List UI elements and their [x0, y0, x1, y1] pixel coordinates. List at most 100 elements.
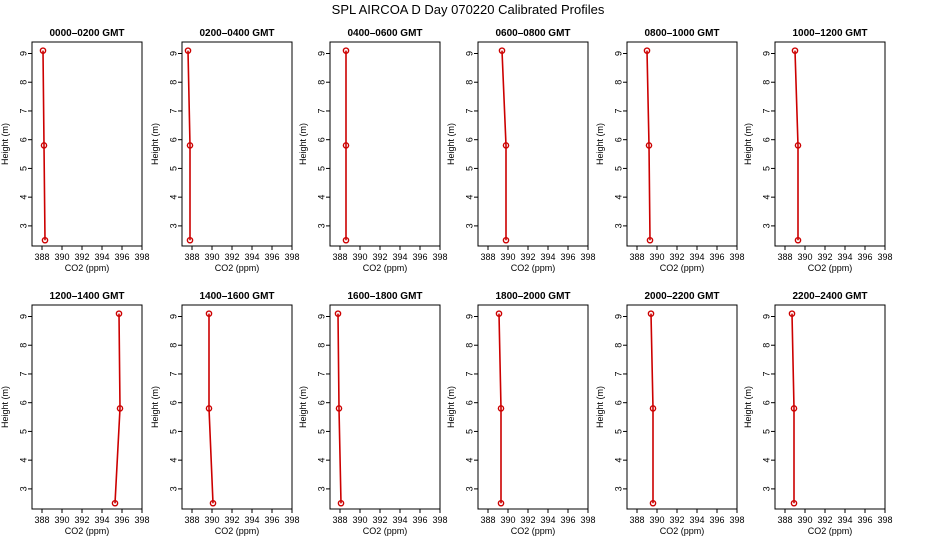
y-tick-label: 7 [465, 108, 475, 113]
x-tick-label: 388 [184, 252, 199, 262]
x-axis-label: CO2 (ppm) [363, 526, 408, 536]
y-axis-label: Height (m) [595, 386, 605, 428]
x-tick-label: 396 [114, 252, 129, 262]
y-tick-label: 4 [317, 458, 327, 463]
y-tick-label: 4 [614, 458, 624, 463]
panel-12: 2200–2400 GMT 388 390 392 394 396 398 3 4 5 6 7 8 9 CO… [743, 291, 893, 536]
panel-4: 0600–0800 GMT 388 390 392 394 396 398 3 4 5 6 7 8 9 CO… [446, 28, 596, 273]
y-axis-label: Height (m) [743, 123, 753, 165]
y-tick-label: 7 [169, 108, 179, 113]
y-tick-label: 8 [169, 343, 179, 348]
panel-1: 0000–0200 GMT 388 390 392 394 396 398 3 4 5 6 7 8 9 CO… [0, 28, 150, 273]
y-tick-label: 6 [614, 400, 624, 405]
y-tick-label: 6 [317, 137, 327, 142]
x-tick-label: 392 [372, 515, 387, 525]
y-tick-label: 4 [169, 458, 179, 463]
y-tick-label: 7 [762, 371, 772, 376]
y-axis-label: Height (m) [0, 123, 10, 165]
x-tick-label: 396 [857, 515, 872, 525]
x-axis-label: CO2 (ppm) [660, 263, 705, 273]
x-axis-label: CO2 (ppm) [660, 526, 705, 536]
x-tick-label: 392 [520, 252, 535, 262]
x-tick-label: 388 [629, 252, 644, 262]
y-tick-label: 9 [614, 51, 624, 56]
data-point [342, 236, 350, 244]
x-tick-label: 396 [412, 515, 427, 525]
x-tick-label: 390 [649, 252, 664, 262]
data-point [649, 405, 657, 412]
data-point [498, 47, 506, 54]
x-tick-label: 396 [264, 252, 279, 262]
panel-7: 1200–1400 GMT 388 390 392 394 396 398 3 4 5 6 7 8 9 CO… [0, 291, 150, 536]
x-tick-label: 390 [204, 252, 219, 262]
y-tick-label: 5 [19, 429, 29, 434]
y-tick-label: 8 [19, 343, 29, 348]
plot-frame [626, 41, 738, 247]
x-tick-label: 390 [500, 252, 515, 262]
figure-title: SPL AIRCOA D Day 070220 Calibrated Profi… [331, 2, 605, 17]
panel-title: 2000–2200 GMT [644, 291, 719, 302]
x-axis-label: CO2 (ppm) [808, 526, 853, 536]
profile-line [498, 313, 502, 504]
x-tick-label: 388 [34, 515, 49, 525]
x-tick-label: 390 [54, 252, 69, 262]
y-tick-label: 8 [465, 343, 475, 348]
x-tick-label: 388 [332, 252, 347, 262]
x-tick-label: 394 [392, 515, 407, 525]
y-tick-label: 6 [762, 137, 772, 142]
plot-frame [477, 41, 589, 247]
profile-line [646, 50, 651, 241]
data-point [40, 142, 48, 149]
x-tick-label: 390 [204, 515, 219, 525]
y-tick-label: 7 [19, 108, 29, 113]
x-axis-label: CO2 (ppm) [511, 526, 556, 536]
y-tick-label: 7 [614, 371, 624, 376]
y-tick-label: 5 [317, 166, 327, 171]
y-tick-label: 4 [317, 195, 327, 200]
x-tick-label: 390 [54, 515, 69, 525]
x-axis-label: CO2 (ppm) [215, 263, 260, 273]
y-axis-label: Height (m) [298, 123, 308, 165]
y-tick-label: 5 [614, 166, 624, 171]
x-tick-label: 394 [689, 252, 704, 262]
y-tick-label: 6 [169, 137, 179, 142]
y-tick-label: 7 [19, 371, 29, 376]
y-tick-label: 5 [19, 166, 29, 171]
y-axis-label: Height (m) [0, 386, 10, 428]
y-tick-label: 9 [614, 314, 624, 319]
data-point [334, 310, 342, 317]
x-tick-label: 392 [817, 515, 832, 525]
data-point [186, 236, 194, 244]
data-point [794, 236, 802, 244]
y-axis-label: Height (m) [298, 386, 308, 428]
x-tick-label: 394 [392, 252, 407, 262]
x-tick-label: 392 [817, 252, 832, 262]
plot-frame [774, 41, 886, 247]
x-tick-label: 394 [244, 515, 259, 525]
profile-line [501, 50, 507, 241]
y-tick-label: 6 [465, 137, 475, 142]
data-point [497, 405, 505, 412]
y-tick-label: 9 [169, 51, 179, 56]
x-tick-label: 398 [134, 252, 149, 262]
plot-frame [329, 304, 441, 510]
x-tick-label: 388 [332, 515, 347, 525]
x-tick-label: 396 [857, 252, 872, 262]
y-tick-label: 4 [762, 195, 772, 200]
panel-title: 0800–1000 GMT [644, 28, 719, 39]
x-tick-label: 396 [560, 252, 575, 262]
panel-5: 0800–1000 GMT 388 390 392 394 396 398 3 4 5 6 7 8 9 CO… [595, 28, 745, 273]
y-tick-label: 5 [317, 429, 327, 434]
panel-8: 1400–1600 GMT 388 390 392 394 396 398 3 4 5 6 7 8 9 CO… [150, 291, 300, 536]
y-tick-label: 6 [762, 400, 772, 405]
panel-title: 1000–1200 GMT [792, 28, 867, 39]
y-tick-label: 9 [465, 51, 475, 56]
x-tick-label: 398 [432, 515, 447, 525]
x-axis-label: CO2 (ppm) [363, 263, 408, 273]
x-tick-label: 392 [74, 515, 89, 525]
y-axis-label: Height (m) [446, 123, 456, 165]
x-axis-label: CO2 (ppm) [808, 263, 853, 273]
x-tick-label: 398 [877, 252, 892, 262]
x-tick-label: 392 [224, 252, 239, 262]
